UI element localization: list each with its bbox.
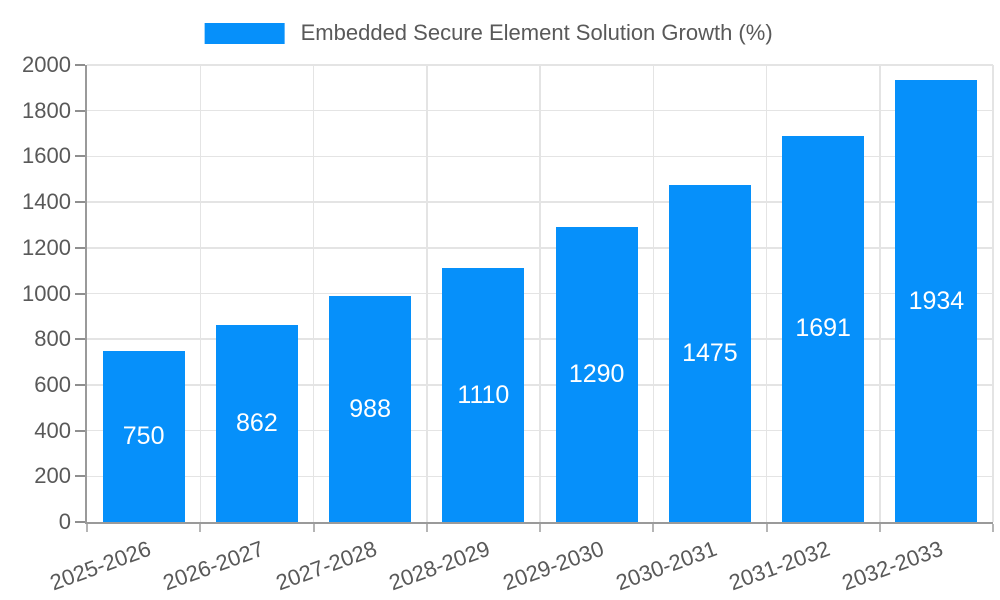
x-axis-tick [765, 524, 768, 532]
x-axis-tick [312, 524, 315, 532]
bar: 1691 [782, 135, 865, 522]
bar-value-label: 1691 [795, 314, 851, 343]
bar-value-label: 1290 [568, 360, 625, 389]
y-axis-tick [75, 246, 85, 249]
x-axis-tick [199, 524, 202, 532]
y-tick-label: 200 [34, 463, 71, 489]
bar: 1110 [442, 268, 525, 522]
y-axis-tick [75, 292, 85, 295]
gridline-vertical [199, 65, 201, 522]
y-axis-tick [75, 155, 85, 158]
bar: 862 [215, 325, 298, 522]
y-axis-tick [75, 201, 85, 204]
y-tick-label: 1600 [22, 143, 71, 169]
gridline-vertical [765, 65, 768, 522]
bar: 750 [102, 350, 185, 522]
y-tick-label: 800 [34, 326, 71, 352]
legend-swatch-icon [204, 22, 285, 44]
x-axis-tick [425, 524, 428, 532]
gridline-vertical [312, 65, 315, 522]
x-axis-tick [992, 524, 994, 532]
y-tick-label: 1800 [22, 97, 71, 123]
bar-value-label: 750 [122, 421, 165, 450]
x-axis-tick [878, 524, 881, 532]
bar-value-label: 1475 [682, 338, 738, 367]
gridline-vertical [879, 65, 881, 522]
gridline-vertical [652, 65, 654, 522]
x-axis-tick [539, 524, 541, 532]
bar-value-label: 1934 [908, 286, 965, 315]
y-axis-tick [75, 383, 85, 386]
y-tick-label: 1200 [22, 234, 71, 260]
y-tick-label: 2000 [22, 52, 71, 77]
y-axis-tick [75, 521, 85, 523]
bar: 988 [329, 296, 412, 522]
plot-area: 0 200 400 600 800 1000 1200 1400 1600 1800 2000 202… [22, 52, 994, 595]
x-axis-tick [86, 524, 88, 532]
gridline-vertical [992, 65, 994, 522]
gridline-vertical [539, 65, 541, 522]
y-tick-label: 1000 [22, 280, 71, 306]
x-axis-tick [652, 524, 655, 532]
y-axis-tick [75, 64, 85, 66]
bar: 1475 [668, 184, 751, 522]
bar-value-label: 988 [349, 394, 391, 423]
bar: 1934 [895, 80, 978, 522]
y-tick-label: 600 [34, 371, 71, 397]
y-tick-label: 0 [58, 509, 71, 534]
bar: 1290 [555, 227, 638, 522]
legend-label: Embedded Secure Element Solution Growth … [300, 20, 773, 45]
y-tick-label: 400 [34, 417, 71, 443]
y-axis-tick [75, 429, 85, 432]
y-tick-label: 1400 [22, 189, 71, 215]
y-axis-tick [75, 475, 85, 478]
bar-value-label: 862 [236, 409, 278, 438]
legend[interactable]: Embedded Secure Element Solution Growth … [204, 20, 773, 46]
y-axis-tick [75, 109, 85, 112]
y-axis-tick [75, 338, 85, 341]
bar-value-label: 1110 [457, 380, 510, 409]
gridline-vertical [426, 65, 428, 522]
